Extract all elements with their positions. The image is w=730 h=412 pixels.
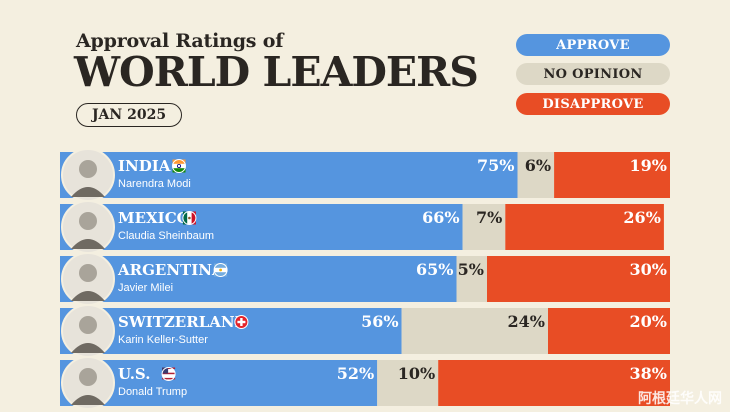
bar-row-u-s: 52% 10% 38% U.S. Donald Trump [60,356,670,410]
value-label-no-opinion-india: 6% [525,156,551,175]
bar-no-opinion-argentina [456,256,487,302]
value-label-disapprove-switzerland: 20% [630,312,667,331]
bar-disapprove-mexico [505,204,664,250]
bar-no-opinion-u-s [377,360,439,406]
bar-approve-argentina [60,256,457,302]
avatar-head [79,212,97,230]
bar-approve-switzerland [60,308,402,354]
value-label-no-opinion-mexico: 7% [476,208,502,227]
avatar-head [79,368,97,386]
value-label-approve-switzerland: 56% [361,312,398,331]
avatar-narendra-modi [61,148,115,202]
avatar-donald-trump [61,356,115,410]
value-label-disapprove-argentina: 30% [630,260,667,279]
flag-stripe [214,263,228,268]
legend-no-opinion: NO OPINION [516,63,670,85]
watermark-text: 阿根廷华人网 [638,391,722,407]
leader-name-claudia-sheinbaum: Claudia Sheinbaum [118,230,214,242]
bar-row-india: 75% 6% 19% INDIA Narendra Modi [60,148,670,202]
flag-stripe [162,367,176,369]
avatar-shoulders [71,291,105,301]
bar-disapprove-india [554,152,670,198]
leader-name-narendra-modi: Narendra Modi [118,178,191,190]
avatar-karin-keller-sutter [61,304,115,358]
flag-cross [237,320,246,324]
leader-name-javier-milei: Javier Milei [118,282,173,294]
flag-canton [162,367,169,374]
bar-disapprove-argentina [487,256,670,302]
flag-stripe [172,159,186,164]
bar-row-switzerland: 56% 24% 20% SWITZERLAND Karin Keller-Sutter [60,304,670,358]
value-label-approve-india: 75% [477,156,514,175]
country-label-mexico: MEXICO [118,209,190,227]
flag-border [161,367,176,381]
value-label-approve-mexico: 66% [422,208,459,227]
value-label-disapprove-india: 19% [630,156,667,175]
bar-no-opinion-mexico [462,204,506,250]
flag-stripe [162,372,176,375]
bar-no-opinion-switzerland [401,308,548,354]
date-badge: JAN 2025 [76,103,182,127]
flag-stripe [191,211,196,225]
chart-title-line1: Approval Ratings of [76,30,284,52]
avatar-javier-milei [61,252,115,306]
legend-disapprove: DISAPPROVE [516,93,670,115]
avatar-claudia-sheinbaum [61,200,115,254]
leader-name-donald-trump: Donald Trump [118,386,187,398]
avatar-shoulders [71,343,105,353]
flag-border [172,159,186,173]
country-label-india: INDIA [118,157,171,175]
value-label-no-opinion-argentina: 5% [458,260,484,279]
flag-stripe [162,377,176,380]
bar-no-opinion-india [517,152,555,198]
avatar-shoulders [71,239,105,249]
bar-disapprove-u-s [438,360,670,406]
legend-approve: APPROVE [516,34,670,56]
flag-border [234,315,249,329]
bar-disapprove-switzerland [548,308,670,354]
chart-title-line2: WORLD LEADERS [74,48,479,96]
avatar-head [79,160,97,178]
value-label-approve-argentina: 65% [416,260,453,279]
avatar-head [79,316,97,334]
flag-stripe [214,272,228,277]
value-label-disapprove-u-s: 38% [630,364,667,383]
flag-emblem [188,216,191,220]
flag-border [182,211,197,225]
bar-row-argentina: 65% 5% 30% ARGENTINA Javier Milei [60,252,670,306]
value-label-no-opinion-switzerland: 24% [508,312,545,331]
value-label-disapprove-mexico: 26% [623,208,660,227]
value-label-no-opinion-u-s: 10% [398,364,435,383]
flag-wheel [176,163,181,168]
bar-approve-india [60,152,518,198]
flag-sun [219,268,223,272]
country-label-switzerland: SWITZERLAND [118,313,248,331]
flag-border [213,263,228,277]
flag-stripe [182,211,188,225]
avatar-shoulders [71,187,105,197]
avatar-head [79,264,97,282]
leader-name-karin-keller-sutter: Karin Keller-Sutter [118,334,208,346]
country-label-u-s: U.S. [118,365,150,383]
avatar-shoulders [71,395,105,405]
bar-row-mexico: 66% 7% 26% MEXICO Claudia Sheinbaum [60,200,664,254]
country-label-argentina: ARGENTINA [117,261,224,279]
bar-approve-mexico [60,204,463,250]
flag-stripe [172,168,186,173]
value-label-approve-u-s: 52% [337,364,374,383]
